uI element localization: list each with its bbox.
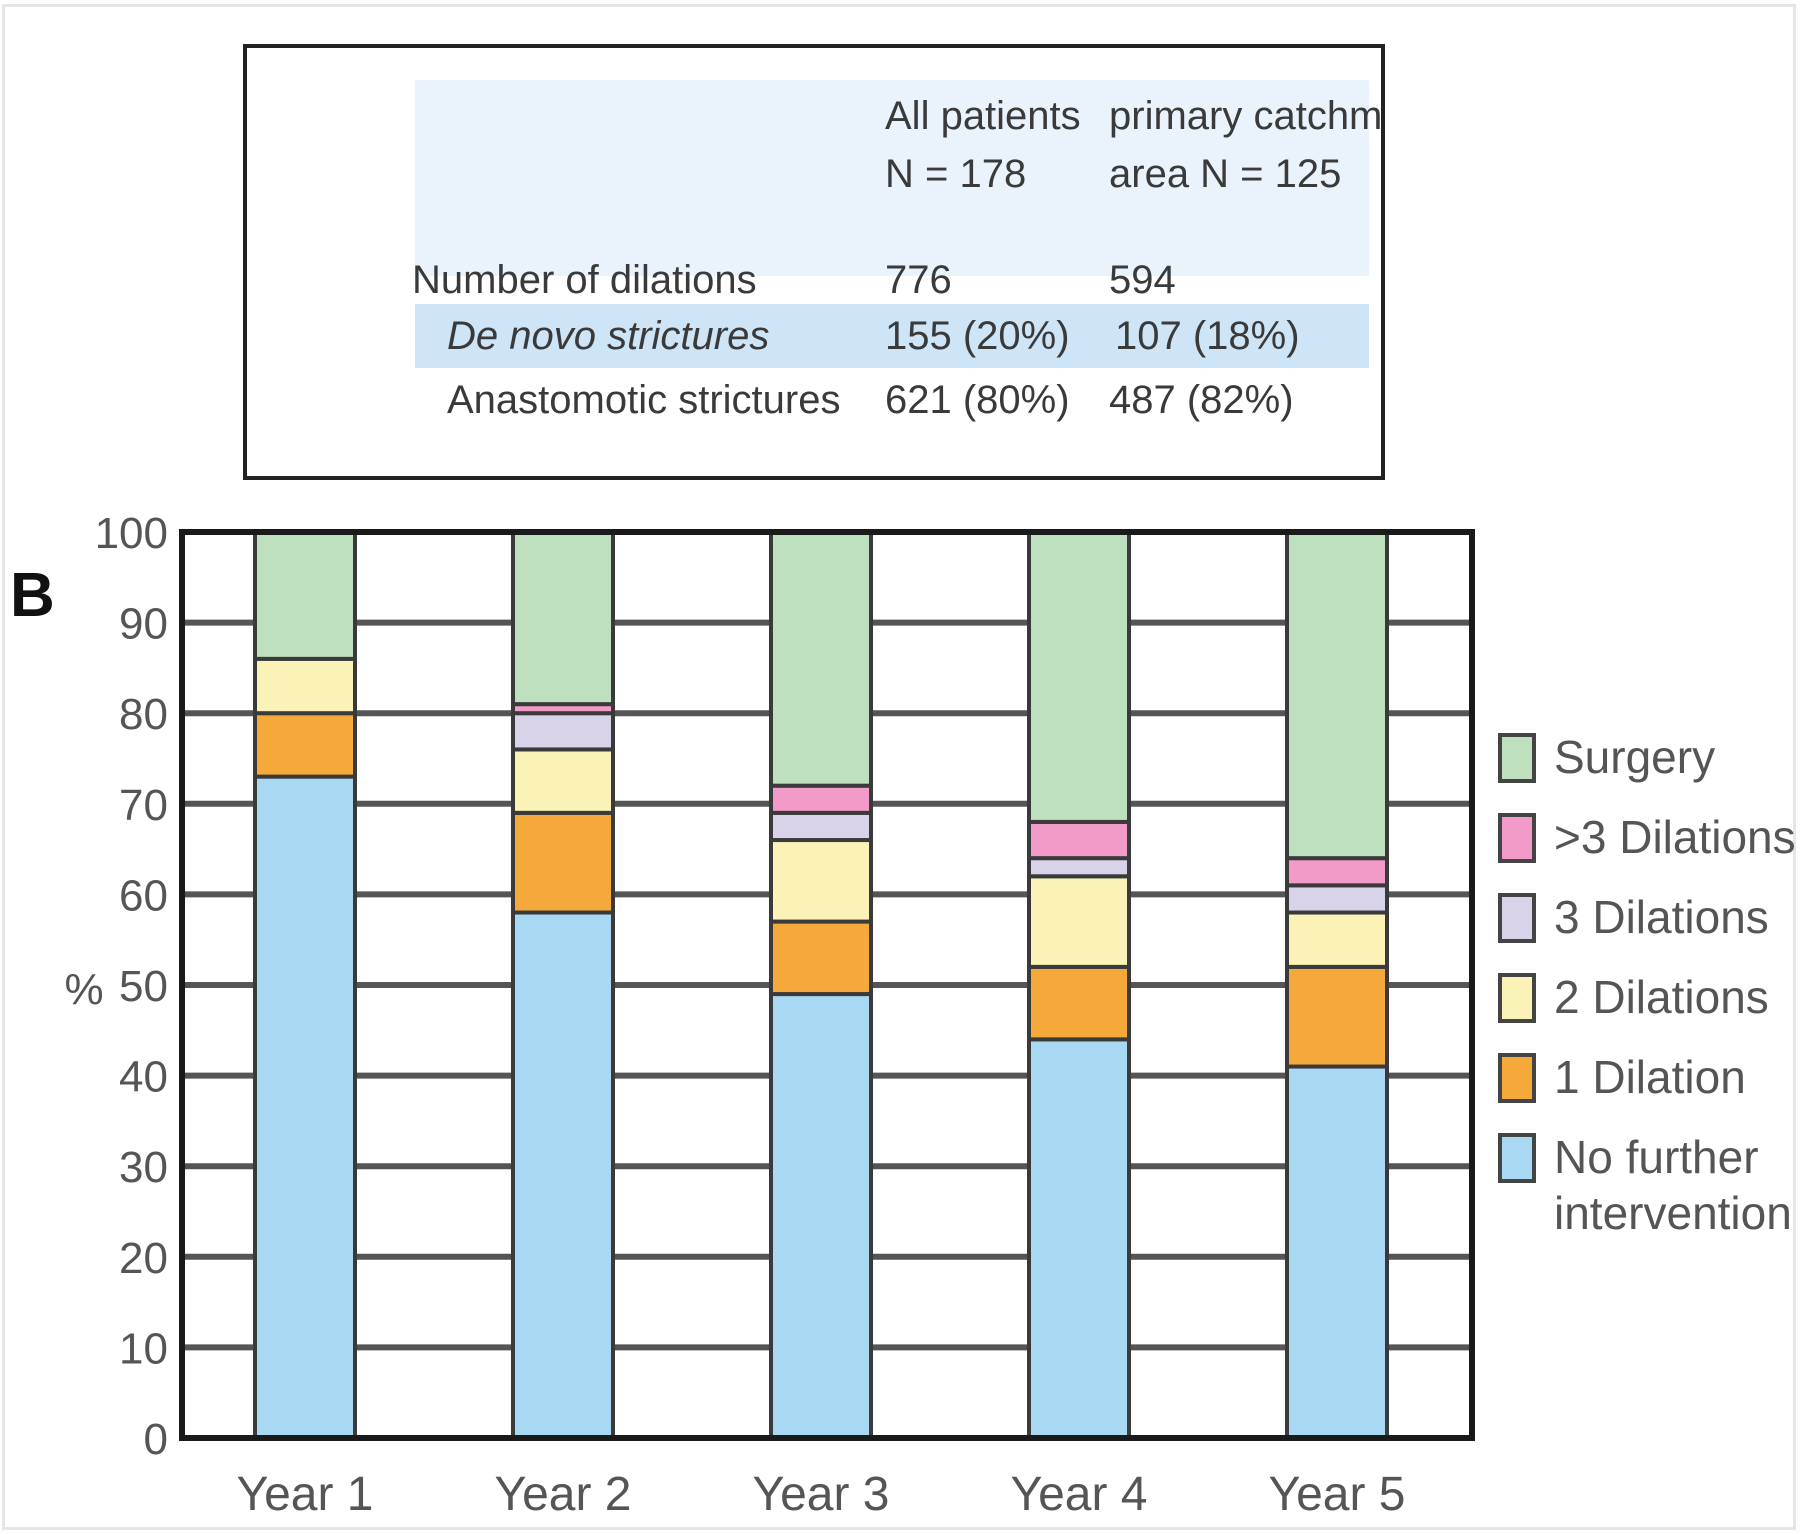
y-tick-label: 20 [119, 1234, 168, 1283]
bar-segment [511, 747, 615, 815]
bar-segment [511, 810, 615, 915]
bar-segment [1027, 530, 1131, 824]
bar-segment [253, 530, 357, 661]
bar-segment [511, 711, 615, 752]
y-tick-label: 70 [119, 781, 168, 830]
y-tick-label: 10 [119, 1324, 168, 1373]
x-tick-label: Year 4 [1010, 1468, 1147, 1521]
legend-label: >3 Dilations [1554, 811, 1796, 863]
x-tick-label: Year 1 [236, 1468, 373, 1521]
legend-label: 1 Dilation [1554, 1051, 1746, 1103]
row-value-all: 621 (80%) [885, 378, 1070, 422]
legend-label: intervention [1554, 1187, 1792, 1239]
row-label-number-of-dilations: Number of dilations [412, 258, 757, 302]
table-row-shading [415, 304, 1369, 368]
y-tick-label: 40 [119, 1053, 168, 1102]
y-tick-label: 30 [119, 1143, 168, 1192]
panel-b-letter: B [10, 561, 55, 630]
bar-segment [1285, 964, 1389, 1069]
header-all-patients-n: N = 178 [885, 152, 1027, 196]
y-tick-label: 0 [144, 1415, 168, 1464]
bar-segment [769, 992, 873, 1440]
legend-swatch [1498, 1053, 1536, 1103]
bar-segment [769, 810, 873, 843]
row-label-anastomotic: Anastomotic strictures [447, 378, 841, 422]
bar-segment [253, 656, 357, 716]
row-value-primary: 487 (82%) [1109, 378, 1294, 422]
x-tick-label: Year 2 [494, 1468, 631, 1521]
bar-segment [1285, 1064, 1389, 1441]
row-value-all: 776 [885, 258, 952, 302]
bar-segment [769, 838, 873, 924]
bar-segment [769, 783, 873, 815]
bar-segment [1027, 856, 1131, 879]
bar-segment [1027, 874, 1131, 969]
table-header-shading [415, 80, 1369, 276]
legend-swatch [1498, 973, 1536, 1023]
row-label-de-novo: De novo strictures [447, 314, 770, 358]
legend-label: 2 Dilations [1554, 971, 1769, 1023]
legend-swatch [1498, 813, 1536, 863]
bar-segment [1285, 910, 1389, 969]
bar-segment [1027, 964, 1131, 1042]
x-tick-label: Year 5 [1268, 1468, 1405, 1521]
panel-a-table: All patients N = 178 primary catchm area… [243, 44, 1385, 480]
row-value-all: 155 (20%) [885, 314, 1070, 358]
legend-swatch [1498, 733, 1536, 783]
y-tick-label: 50 [119, 962, 168, 1011]
figure-frame [2, 4, 1796, 1530]
header-primary-catchment-n: area N = 125 [1109, 152, 1342, 196]
bar-segment [1027, 819, 1131, 861]
row-value-primary: 594 [1109, 258, 1176, 302]
bar-segment [769, 919, 873, 997]
legend-label: Surgery [1554, 731, 1715, 783]
y-tick-label: 60 [119, 871, 168, 920]
bar-segment [769, 530, 873, 788]
y-axis-label: % [64, 965, 103, 1014]
x-tick-label: Year 3 [752, 1468, 889, 1521]
bar-segment [253, 774, 357, 1440]
y-tick-label: 80 [119, 690, 168, 739]
bar-segment [511, 910, 615, 1440]
legend-swatch [1498, 893, 1536, 943]
header-primary-catchment: primary catchm [1109, 94, 1383, 138]
plot-border [179, 529, 1475, 1441]
bar-segment [1285, 530, 1389, 861]
y-tick-label: 100 [95, 509, 168, 558]
row-value-primary: 107 (18%) [1115, 314, 1300, 358]
bar-segment [1285, 856, 1389, 888]
bar-segment [1027, 1037, 1131, 1440]
y-tick-label: 90 [119, 600, 168, 649]
bar-segment [1285, 883, 1389, 915]
legend-swatch [1498, 1133, 1536, 1183]
legend-label: 3 Dilations [1554, 891, 1769, 943]
legend-label: No further [1554, 1131, 1759, 1183]
bar-segment [253, 711, 357, 779]
header-all-patients: All patients [885, 94, 1081, 138]
bar-segment [511, 530, 615, 707]
